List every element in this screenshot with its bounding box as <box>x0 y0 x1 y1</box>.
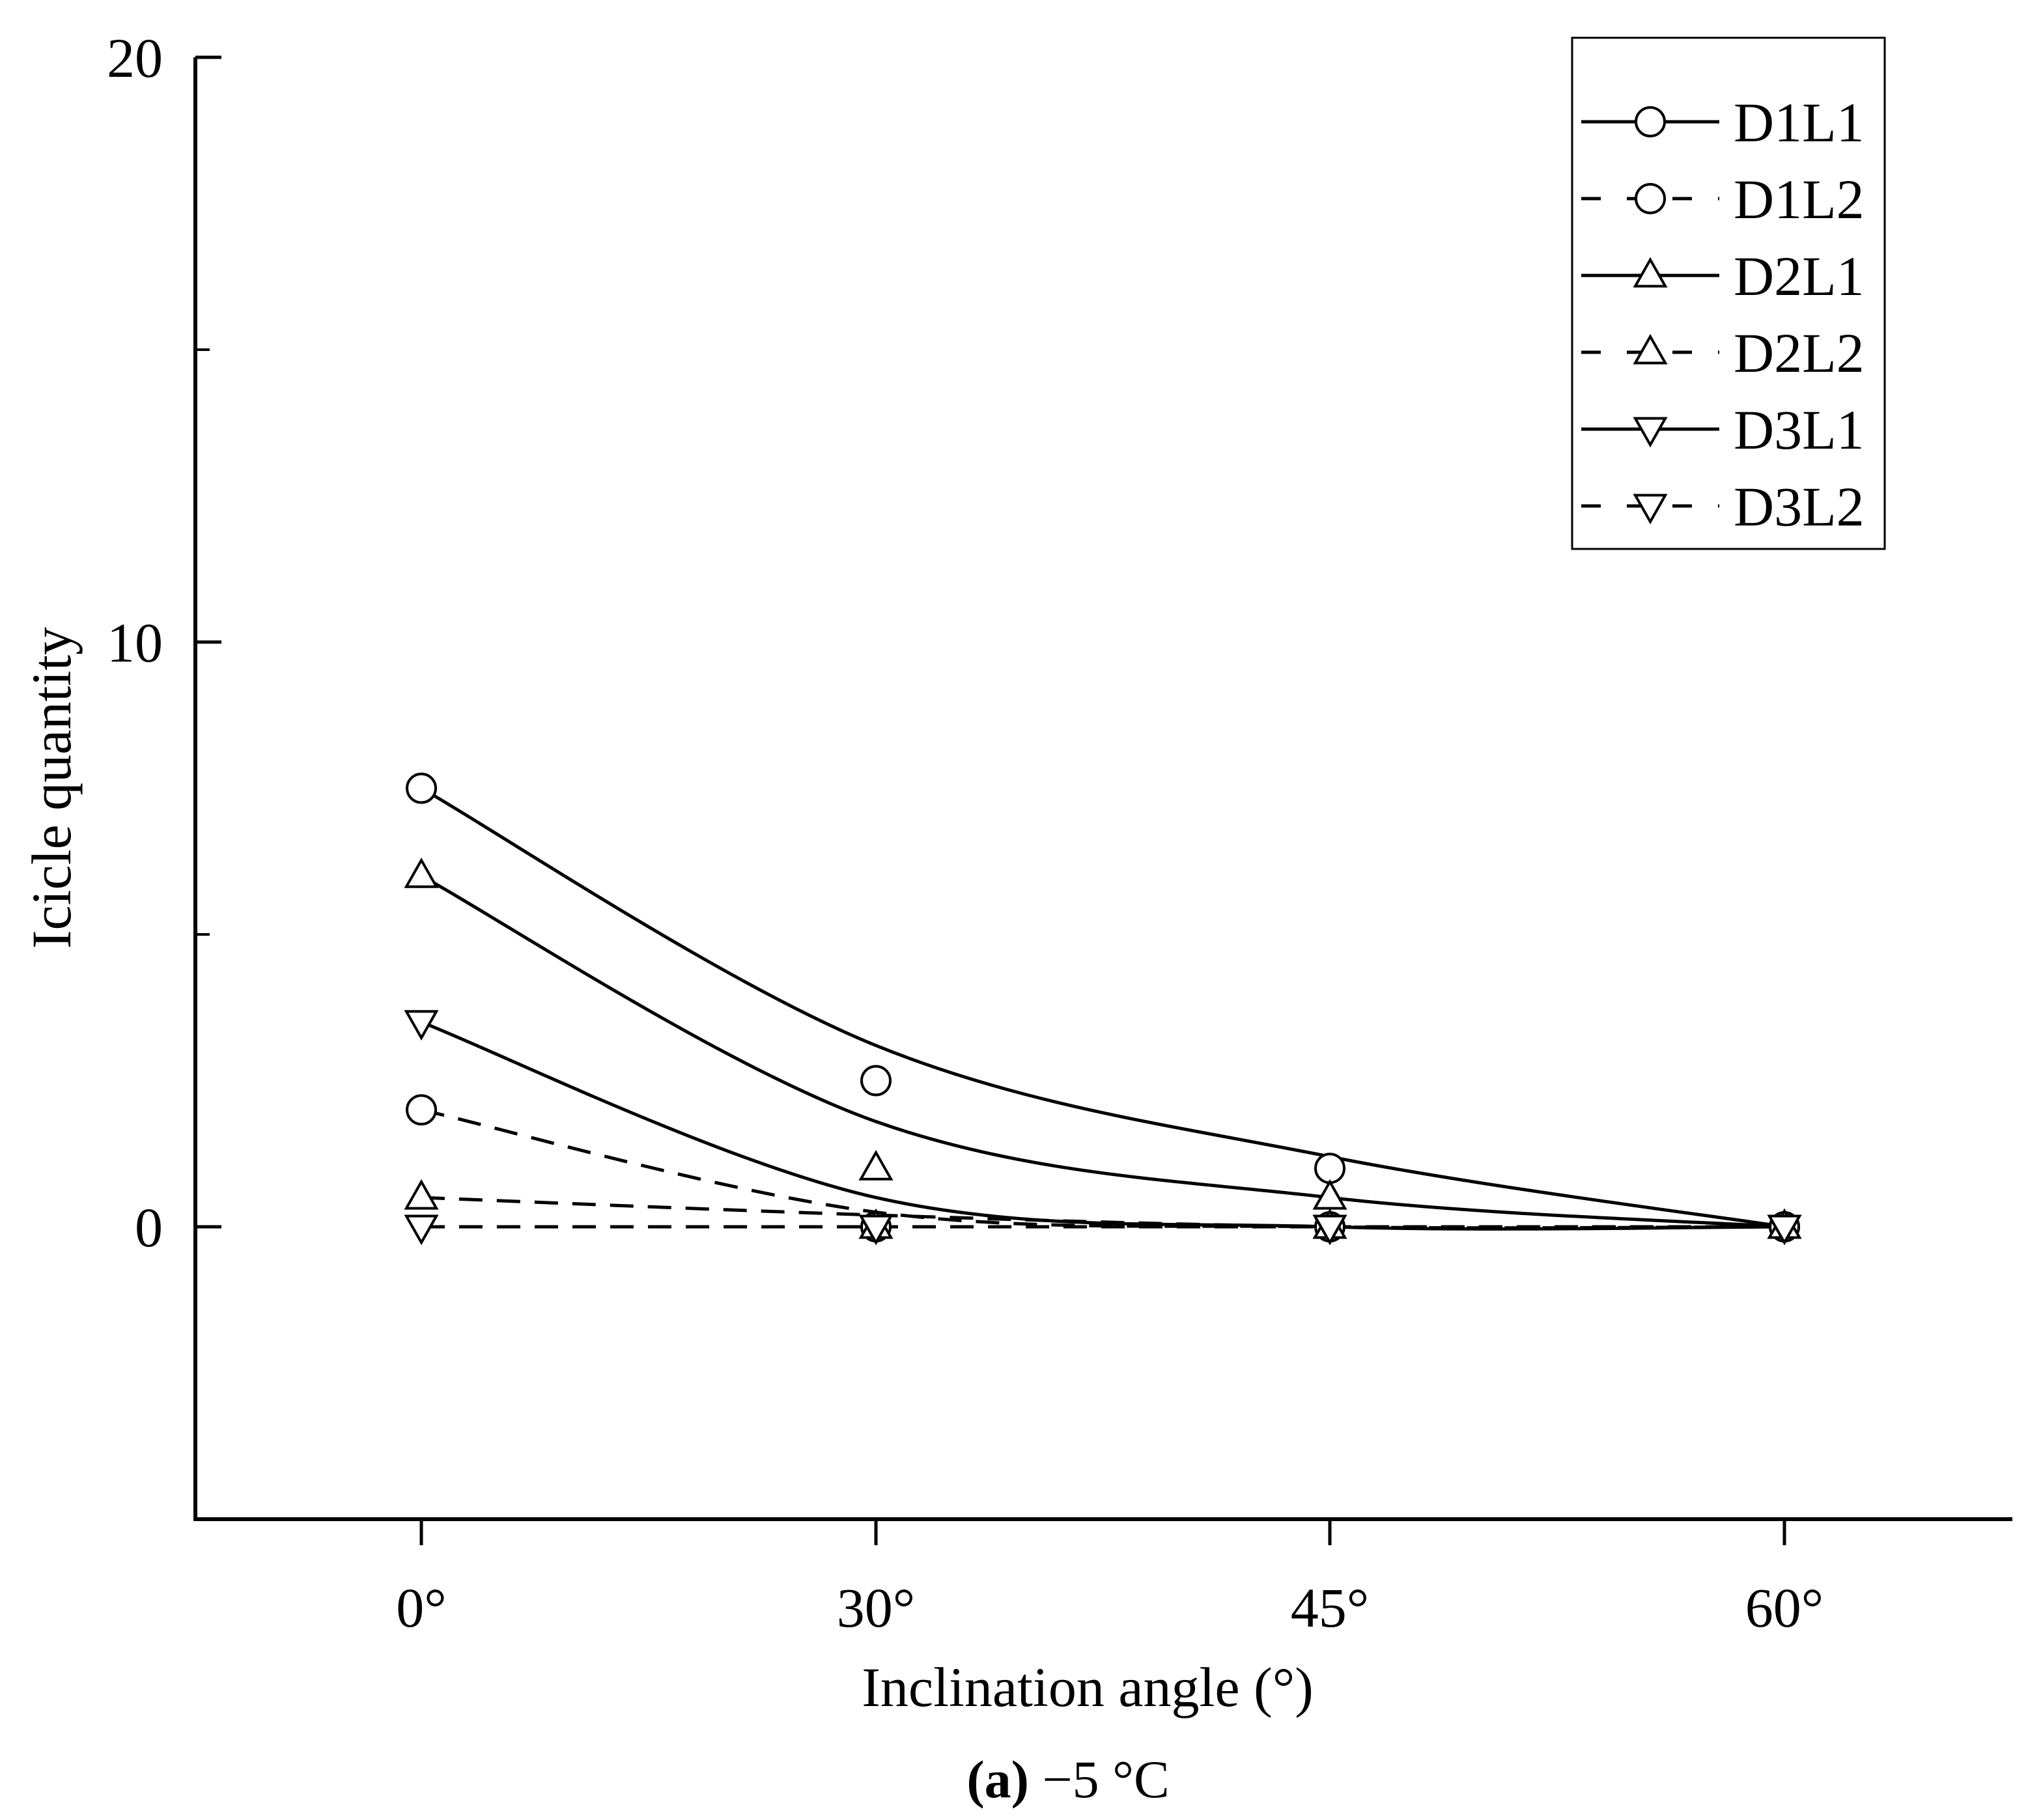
legend-label: D1L2 <box>1734 168 1865 231</box>
point-d1l2 <box>406 1094 437 1126</box>
point-d3l2 <box>404 1214 439 1246</box>
fit-curves <box>420 787 1785 1231</box>
plot-area: 0 10 20 0° 30° 45° 60° <box>107 27 2012 1639</box>
point-d3l1 <box>404 1010 439 1041</box>
legend-items: D1L1 D1L2 D2L1 D2L2 D3L1 D3L2 <box>1581 91 1865 538</box>
point-d3l2 <box>858 1214 894 1246</box>
legend-marker <box>1633 494 1668 525</box>
x-tick-label: 60° <box>1745 1576 1824 1639</box>
x-tick-label: 0° <box>396 1576 446 1639</box>
point-d2l1 <box>858 1149 894 1181</box>
legend-marker <box>1633 417 1668 448</box>
point-d2l1 <box>404 857 439 888</box>
y-axis-label: Icicle quantity <box>20 627 83 949</box>
point-d2l1 <box>1312 1179 1347 1210</box>
point-d3l2 <box>1312 1214 1347 1246</box>
point-d1l1 <box>1314 1153 1345 1184</box>
x-tick-label: 45° <box>1291 1576 1369 1639</box>
legend-label: D2L1 <box>1734 245 1865 307</box>
y-ticks: 0 10 20 <box>107 27 221 1259</box>
legend-marker <box>1633 333 1668 365</box>
fit-curve-d1l2 <box>421 1108 1785 1230</box>
caption-text: −5 °C <box>1029 1750 1170 1809</box>
fit-curve-d1l1 <box>420 787 1785 1229</box>
point-d3l2 <box>1767 1214 1802 1246</box>
y-tick-label: 10 <box>107 611 163 674</box>
fit-curve-d2l1 <box>420 875 1785 1229</box>
y-tick-label: 20 <box>107 27 163 89</box>
legend-marker <box>1635 106 1666 137</box>
point-d2l2 <box>404 1179 439 1210</box>
legend-marker <box>1635 183 1666 214</box>
legend-label: D3L2 <box>1734 475 1865 538</box>
legend-label: D2L2 <box>1734 322 1865 384</box>
x-tick-label: 30° <box>837 1576 915 1639</box>
caption-letter: a <box>985 1750 1011 1809</box>
legend-label: D3L1 <box>1734 399 1865 461</box>
legend: D1L1 D1L2 D2L1 D2L2 D3L1 D3L2 <box>1571 36 1886 550</box>
caption-letter-close: ) <box>1011 1750 1029 1809</box>
x-axis-label: Inclination angle (°) <box>862 1656 1313 1718</box>
fit-curve-d3l1 <box>421 1020 1785 1231</box>
legend-marker <box>1633 257 1668 288</box>
y-tick-label: 0 <box>135 1196 163 1259</box>
point-d1l1 <box>860 1065 892 1097</box>
x-ticks: 0° 30° 45° 60° <box>396 1519 1824 1639</box>
figure-caption: (a) −5 °C <box>966 1750 1169 1809</box>
data-markers <box>404 772 1802 1246</box>
legend-label: D1L1 <box>1734 91 1865 154</box>
point-d1l1 <box>406 772 437 804</box>
caption-letter-open: ( <box>966 1750 984 1809</box>
